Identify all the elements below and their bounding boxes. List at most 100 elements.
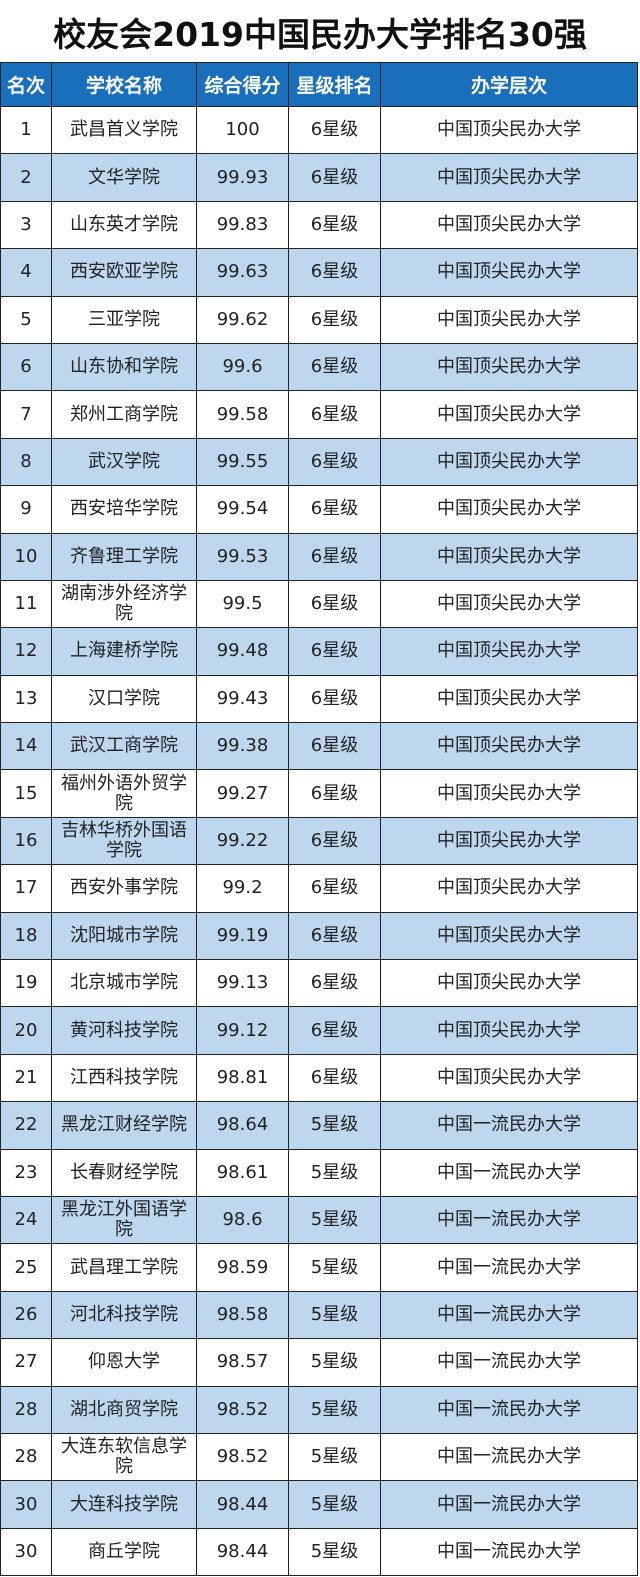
cell-school-name: 齐鲁理工学院 <box>51 532 197 581</box>
table-row: 30 大连科技学院 98.44 5星级 中国一流民办大学 <box>0 1480 638 1529</box>
cell-star-rating: 6星级 <box>288 674 381 724</box>
cell-score: 98.57 <box>196 1338 289 1387</box>
table-row: 27 仰恩大学 98.57 5星级 中国一流民办大学 <box>0 1338 638 1387</box>
cell-rank: 3 <box>0 200 52 250</box>
cell-level: 中国一流民办大学 <box>380 1385 638 1434</box>
table-row: 2 文华学院 99.93 6星级 中国顶尖民办大学 <box>0 153 638 202</box>
cell-level: 中国顶尖民办大学 <box>380 485 638 534</box>
cell-level: 中国一流民办大学 <box>380 1243 638 1292</box>
table-row: 5 三亚学院 99.62 6星级 中国顶尖民办大学 <box>0 295 638 344</box>
cell-score: 98.6 <box>196 1195 289 1245</box>
cell-score: 99.6 <box>196 342 289 392</box>
cell-rank: 30 <box>0 1527 52 1577</box>
cell-level: 中国一流民办大学 <box>380 1527 638 1577</box>
cell-star-rating: 5星级 <box>288 1101 381 1150</box>
cell-level: 中国顶尖民办大学 <box>380 105 638 155</box>
cell-school-name: 仰恩大学 <box>51 1338 197 1387</box>
cell-school-name: 大连科技学院 <box>51 1480 197 1529</box>
column-header-school-name: 学校名称 <box>51 62 197 107</box>
cell-score: 99.13 <box>196 959 289 1008</box>
cell-rank: 4 <box>0 248 52 297</box>
cell-star-rating: 6星级 <box>288 1006 381 1055</box>
cell-school-name: 湖北商贸学院 <box>51 1385 197 1434</box>
table-row: 14 武汉工商学院 99.38 6星级 中国顶尖民办大学 <box>0 722 638 771</box>
cell-rank: 23 <box>0 1148 52 1197</box>
table-row: 22 黑龙江财经学院 98.64 5星级 中国一流民办大学 <box>0 1101 638 1150</box>
cell-star-rating: 6星级 <box>288 722 381 771</box>
cell-score: 99.38 <box>196 722 289 771</box>
cell-school-name: 山东英才学院 <box>51 200 197 250</box>
ranking-table: 名次 学校名称 综合得分 星级排名 办学层次 1 武昌首义学院 100 6星级 中国顶尖民办大学… <box>0 62 638 1577</box>
cell-star-rating: 5星级 <box>288 1195 381 1245</box>
cell-school-name: 汉口学院 <box>51 674 197 724</box>
table-row: 23 长春财经学院 98.61 5星级 中国一流民办大学 <box>0 1148 638 1197</box>
cell-school-name: 西安欧亚学院 <box>51 248 197 297</box>
cell-level: 中国顶尖民办大学 <box>380 1006 638 1055</box>
cell-level: 中国顶尖民办大学 <box>380 295 638 344</box>
cell-score: 99.62 <box>196 295 289 344</box>
cell-level: 中国顶尖民办大学 <box>380 342 638 392</box>
cell-rank: 22 <box>0 1101 52 1150</box>
cell-score: 99.63 <box>196 248 289 297</box>
cell-level: 中国顶尖民办大学 <box>380 674 638 724</box>
table-row: 16 吉林华桥外国语学院 99.22 6星级 中国顶尖民办大学 <box>0 816 638 866</box>
cell-score: 99.22 <box>196 816 289 866</box>
cell-score: 99.55 <box>196 437 289 487</box>
cell-rank: 7 <box>0 390 52 439</box>
cell-score: 98.59 <box>196 1243 289 1292</box>
cell-school-name: 上海建桥学院 <box>51 627 197 676</box>
cell-rank: 21 <box>0 1053 52 1103</box>
cell-level: 中国顶尖民办大学 <box>380 722 638 771</box>
cell-star-rating: 6星级 <box>288 153 381 202</box>
cell-rank: 12 <box>0 627 52 676</box>
cell-star-rating: 6星级 <box>288 342 381 392</box>
cell-score: 98.52 <box>196 1385 289 1434</box>
cell-score: 99.12 <box>196 1006 289 1055</box>
table-row: 21 江西科技学院 98.81 6星级 中国顶尖民办大学 <box>0 1053 638 1103</box>
cell-score: 99.48 <box>196 627 289 676</box>
cell-rank: 11 <box>0 579 52 629</box>
cell-school-name: 郑州工商学院 <box>51 390 197 439</box>
cell-rank: 6 <box>0 342 52 392</box>
cell-star-rating: 6星级 <box>288 200 381 250</box>
cell-star-rating: 6星级 <box>288 864 381 913</box>
cell-star-rating: 6星级 <box>288 579 381 629</box>
cell-score: 99.58 <box>196 390 289 439</box>
cell-school-name: 武昌理工学院 <box>51 1243 197 1292</box>
cell-rank: 16 <box>0 816 52 866</box>
table-row: 28 湖北商贸学院 98.52 5星级 中国一流民办大学 <box>0 1385 638 1434</box>
cell-star-rating: 5星级 <box>288 1527 381 1577</box>
cell-rank: 14 <box>0 722 52 771</box>
cell-rank: 27 <box>0 1338 52 1387</box>
cell-school-name: 武汉工商学院 <box>51 722 197 771</box>
column-header-star-rating: 星级排名 <box>288 62 381 107</box>
column-header-level: 办学层次 <box>380 62 638 107</box>
cell-level: 中国顶尖民办大学 <box>380 390 638 439</box>
cell-level: 中国一流民办大学 <box>380 1480 638 1529</box>
cell-star-rating: 6星级 <box>288 485 381 534</box>
table-row: 26 河北科技学院 98.58 5星级 中国一流民办大学 <box>0 1290 638 1340</box>
cell-star-rating: 5星级 <box>288 1290 381 1340</box>
cell-rank: 24 <box>0 1195 52 1245</box>
cell-level: 中国一流民办大学 <box>380 1195 638 1245</box>
cell-star-rating: 6星级 <box>288 248 381 297</box>
table-row: 10 齐鲁理工学院 99.53 6星级 中国顶尖民办大学 <box>0 532 638 581</box>
cell-rank: 10 <box>0 532 52 581</box>
cell-score: 100 <box>196 105 289 155</box>
table-row: 30 商丘学院 98.44 5星级 中国一流民办大学 <box>0 1527 638 1577</box>
cell-level: 中国顶尖民办大学 <box>380 200 638 250</box>
cell-school-name: 河北科技学院 <box>51 1290 197 1340</box>
cell-star-rating: 5星级 <box>288 1243 381 1292</box>
table-row: 3 山东英才学院 99.83 6星级 中国顶尖民办大学 <box>0 200 638 250</box>
cell-score: 99.93 <box>196 153 289 202</box>
cell-school-name: 文华学院 <box>51 153 197 202</box>
cell-school-name: 商丘学院 <box>51 1527 197 1577</box>
cell-school-name: 西安外事学院 <box>51 864 197 913</box>
cell-school-name: 武昌首义学院 <box>51 105 197 155</box>
cell-rank: 25 <box>0 1243 52 1292</box>
cell-school-name: 黑龙江财经学院 <box>51 1101 197 1150</box>
cell-rank: 28 <box>0 1385 52 1434</box>
cell-level: 中国顶尖民办大学 <box>380 627 638 676</box>
table-row: 4 西安欧亚学院 99.63 6星级 中国顶尖民办大学 <box>0 248 638 297</box>
cell-rank: 28 <box>0 1432 52 1482</box>
